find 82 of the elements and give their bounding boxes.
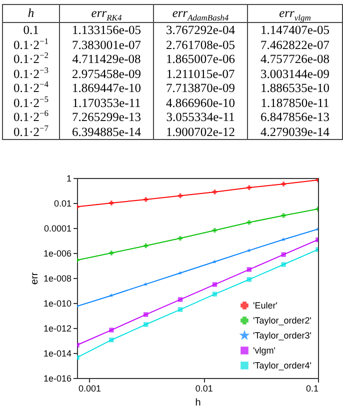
y-tick-label: 0.01: [54, 198, 72, 208]
text: 3.055334e-11: [153, 110, 247, 124]
point: [246, 267, 252, 272]
text: 1.900702e-12: [153, 124, 247, 139]
point: [144, 197, 148, 202]
text: err$_{AdamBash4}$: [153, 5, 247, 23]
legend-label: 'vlgm': [253, 346, 276, 356]
point: [246, 220, 252, 225]
line-series: [77, 178, 318, 210]
point: [281, 262, 286, 267]
text: 0.1: [23, 23, 39, 37]
y-axis-title: err: [29, 272, 40, 285]
point: [109, 250, 114, 256]
point: [144, 243, 148, 248]
text: 0.1·2$^{−7}$: [12, 122, 50, 139]
text: 3.003144e-09: [247, 66, 342, 81]
y-tick-label: 1e-012: [43, 324, 72, 334]
point: [178, 297, 183, 302]
point: [178, 307, 183, 312]
text: 7.713870e-09: [153, 81, 247, 96]
text: 1.869447e-10: [59, 81, 153, 96]
text: 0.1·2$^{−4}$: [12, 78, 50, 96]
point: [212, 282, 218, 287]
point: [281, 213, 286, 218]
point: [144, 322, 148, 327]
text: 6.847856e-13: [247, 110, 342, 124]
x-axis-title: h: [195, 398, 201, 408]
y-tick-label: 0.0001: [44, 224, 72, 234]
text: 0.1·2$^{−3}$: [12, 64, 50, 81]
text: 7.265299e-13: [59, 110, 153, 124]
point: [281, 252, 286, 257]
text: 3.767292e-04: [153, 23, 247, 38]
point: [144, 312, 148, 317]
x-tick-label: 0.01: [195, 384, 213, 394]
y-tick-label: 1e-008: [43, 274, 72, 284]
text: 2.975458e-09: [59, 66, 153, 81]
legend-label: 'Taylor_order2': [253, 316, 312, 326]
line-series: [77, 226, 318, 308]
text: 1.211015e-07: [153, 66, 247, 81]
text: 1.886535e-10: [247, 81, 342, 96]
text: 4.279039e-14: [247, 124, 342, 139]
line-series: [77, 206, 318, 262]
legend-label: 'Taylor_order4': [253, 360, 312, 370]
text: 4.757726e-08: [247, 52, 342, 66]
point: [109, 200, 114, 206]
point: [109, 328, 114, 332]
text: err$_{vlgm}$: [247, 5, 342, 23]
point: [212, 190, 218, 194]
y-tick-label: 1e-006: [43, 248, 72, 258]
text: 0.1·2$^{−1}$: [12, 35, 50, 52]
text: 0.1·2$^{−6}$: [12, 108, 50, 124]
text: 4.866960e-10: [153, 96, 247, 110]
y-tick-label: 1: [66, 174, 72, 184]
text: 6.394885e-14: [59, 124, 153, 139]
y-tick-label: 1e-016: [43, 374, 72, 384]
y-tick-label: 1e-014: [43, 348, 72, 358]
text: h: [3, 5, 59, 23]
text: 2.761708e-05: [153, 38, 247, 52]
legend-label: 'Euler': [253, 300, 278, 310]
point: [212, 228, 218, 233]
point: [246, 277, 252, 282]
text: 7.383001e-07: [59, 38, 153, 52]
point: [246, 185, 252, 190]
point: [246, 248, 252, 252]
text: 4.711429e-08: [59, 52, 153, 66]
x-tick-label: 0.001: [78, 384, 102, 394]
text: 1.133156e-05: [59, 23, 153, 38]
text: err$_{RK4}$: [59, 5, 153, 23]
point: [212, 259, 217, 264]
point: [212, 292, 218, 296]
point: [281, 182, 286, 186]
text: 0.1·2$^{−5}$: [12, 93, 50, 110]
text: 1.170353e-11: [59, 96, 153, 110]
text: 0.1·2$^{−2}$: [12, 50, 50, 66]
text: 1.147407e-05: [247, 23, 342, 38]
y-tick-label: 1e-010: [43, 298, 72, 308]
x-tick-label: 0.1: [306, 384, 318, 394]
point: [109, 338, 114, 342]
text: 7.462822e-07: [247, 38, 342, 52]
text: 1.865007e-06: [153, 52, 247, 66]
text: 1.187850e-11: [247, 96, 342, 110]
legend-label: 'Taylor_order3': [253, 330, 312, 340]
